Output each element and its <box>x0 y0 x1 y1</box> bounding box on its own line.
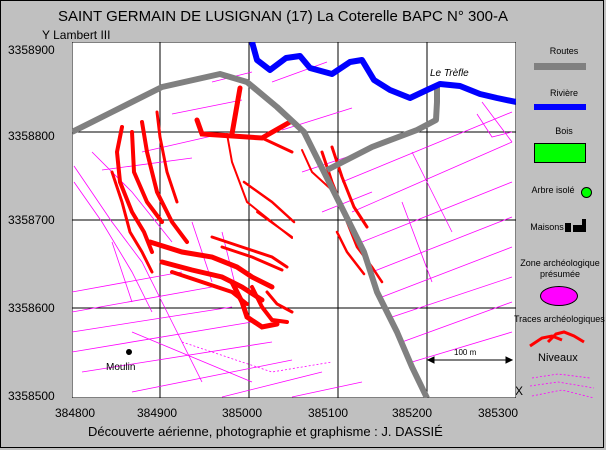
roads <box>72 71 440 398</box>
map-canvas: Le Trèfle Moulin 100 m <box>72 42 516 398</box>
river <box>249 42 516 105</box>
legend-river-label: Rivière <box>549 88 578 98</box>
y-tick-label: 3358600 <box>8 301 55 315</box>
y-tick-label: 3358700 <box>8 213 55 227</box>
place-moulin: Moulin <box>106 362 135 373</box>
legend-river-swatch <box>534 104 586 110</box>
x-tick-label: 385100 <box>308 406 349 420</box>
legend-routes-label: Routes <box>549 46 579 56</box>
legend-levels-label: Niveaux <box>538 352 578 364</box>
map-caption: Découverte aérienne, photographie et gra… <box>88 424 443 439</box>
grid <box>72 42 516 398</box>
x-tick-label: 384900 <box>137 406 178 420</box>
x-corner-label: X <box>515 384 524 398</box>
archaeological-traces <box>110 85 384 330</box>
legend-traces-swatch <box>529 330 585 348</box>
tree-icon <box>581 187 592 198</box>
axis-system-label: Y Lambert III <box>42 28 111 42</box>
legend-zone-swatch <box>540 286 578 306</box>
x-tick-label: 385200 <box>392 406 433 420</box>
y-tick-label: 3358800 <box>8 129 55 143</box>
legend-zone-label: Zone archéologique présumée <box>520 258 600 279</box>
house-icon <box>565 219 586 232</box>
scale-label: 100 m <box>454 348 477 357</box>
parcel-lines <box>72 61 513 398</box>
y-tick-label: 3358900 <box>8 43 55 57</box>
x-tick-label: 385000 <box>222 406 263 420</box>
legend-wood-label: Bois <box>555 126 573 136</box>
legend-traces-label: Traces archéologiques <box>514 314 605 324</box>
y-tick-label: 3358500 <box>8 389 55 403</box>
legend-tree-label: Arbre isolé <box>531 185 575 195</box>
legend-routes-swatch <box>534 63 586 70</box>
legend-levels-swatch <box>529 373 595 399</box>
place-trefle: Le Trèfle <box>430 68 469 79</box>
moulin-marker <box>126 349 132 355</box>
legend-wood-swatch <box>534 143 586 163</box>
x-tick-label: 384800 <box>55 406 96 420</box>
scale-bar <box>426 356 514 364</box>
x-tick-label: 385300 <box>478 406 519 420</box>
legend-houses-label: Maisons <box>530 222 564 232</box>
page-title: SAINT GERMAIN DE LUSIGNAN (17) La Cotere… <box>58 8 509 25</box>
